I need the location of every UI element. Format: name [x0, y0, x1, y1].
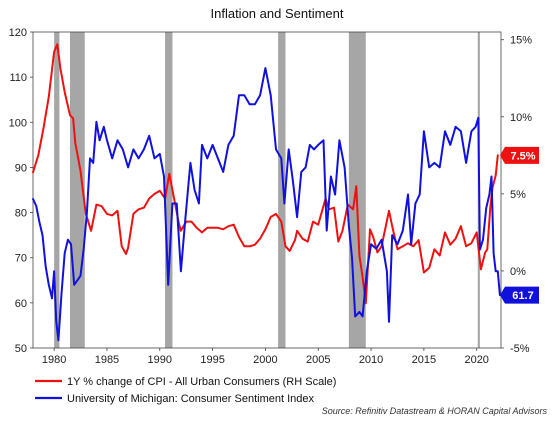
recession-band	[278, 32, 286, 348]
right-y-tick-label: -5%	[510, 343, 530, 355]
x-tick-label: 2020	[464, 354, 488, 366]
x-tick-label: 2010	[359, 354, 383, 366]
x-tick-label: 1995	[200, 354, 224, 366]
legend: 1Y % change of CPI - All Urban Consumers…	[35, 376, 336, 405]
right-y-axis: -5% 0% 5% 10% 15%	[501, 35, 532, 355]
left-y-tick-label: 70	[15, 253, 27, 265]
x-tick-label: 1985	[95, 354, 119, 366]
recession-band	[54, 32, 60, 348]
source-note: Source: Refinitiv Datastream & HORAN Cap…	[322, 406, 548, 416]
plot-frame	[32, 31, 502, 349]
left-y-tick-label: 60	[15, 298, 27, 310]
chart-title: Inflation and Sentiment	[211, 6, 344, 21]
sentiment-end-badge	[500, 286, 539, 304]
left-y-tick-label: 90	[15, 162, 27, 174]
sentiment-end-label: 61.7	[512, 290, 533, 302]
left-y-tick-label: 110	[9, 72, 27, 84]
series-lines	[32, 43, 501, 342]
x-tick-label: 2015	[412, 354, 436, 366]
left-y-axis: 50 60 70 80 90 100 110 120	[9, 27, 33, 355]
cpi-end-badge	[500, 146, 539, 164]
cpi-line	[32, 43, 499, 305]
recession-band	[165, 32, 173, 348]
end-value-badges: 7.5% 61.7	[500, 146, 539, 304]
x-tick-label: 2000	[253, 354, 277, 366]
left-y-tick-label: 50	[15, 343, 27, 355]
left-y-tick-label: 100	[9, 117, 27, 129]
left-y-tick-label: 80	[15, 208, 27, 220]
x-tick-label: 2005	[306, 354, 330, 366]
x-tick-label: 1990	[148, 354, 172, 366]
legend-label-cpi: 1Y % change of CPI - All Urban Consumers…	[67, 376, 336, 388]
right-y-tick-label: 5%	[510, 189, 526, 201]
x-axis: 1980 1985 1990 1995 2000 2005 2010 2015 2020	[42, 348, 489, 366]
right-y-tick-label: 0%	[510, 266, 526, 278]
left-y-tick-label: 120	[9, 27, 27, 39]
x-tick-label: 1980	[42, 354, 66, 366]
legend-label-sentiment: University of Michigan: Consumer Sentime…	[67, 393, 314, 405]
right-y-tick-label: 15%	[510, 35, 532, 47]
cpi-end-label: 7.5%	[510, 150, 535, 162]
right-y-tick-label: 10%	[510, 112, 532, 124]
sentiment-line	[32, 67, 501, 342]
